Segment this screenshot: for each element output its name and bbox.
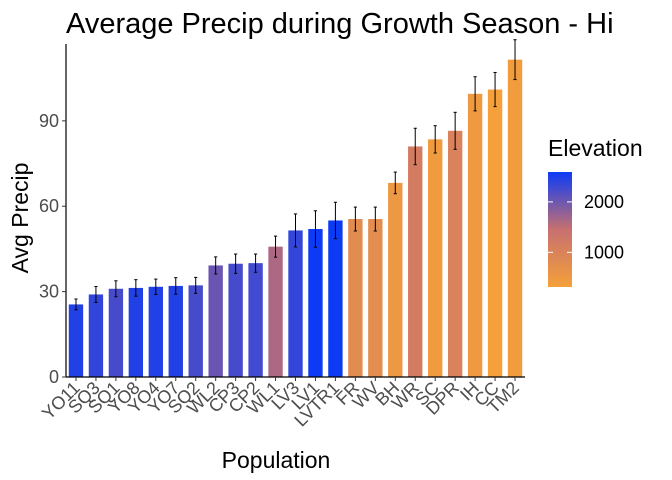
error-bar-wr	[413, 127, 417, 166]
error-bar-lv1	[313, 210, 318, 248]
error-bar-tm2_ih	[473, 76, 477, 112]
bar-wl1	[268, 246, 283, 377]
error-bar-dpr	[453, 111, 457, 150]
error-bar-yo8	[134, 279, 138, 297]
error-bar-cc	[493, 71, 497, 108]
y-tick-label: 30	[39, 282, 59, 302]
y-tick-label: 0	[49, 367, 59, 387]
bar-lv1	[308, 229, 323, 377]
x-axis-title: Population	[222, 447, 331, 473]
error-bar-cp3	[234, 253, 238, 274]
bar-yo11	[68, 304, 84, 377]
bar-lvtr1	[328, 220, 343, 377]
error-bars-group	[74, 39, 517, 311]
bar-cp3	[228, 263, 243, 377]
bar-wv	[368, 219, 383, 377]
error-bar-sq1	[114, 280, 118, 298]
bar-yo8	[128, 287, 144, 377]
error-bar-yo7	[174, 277, 178, 295]
bar-sq1	[108, 288, 124, 377]
error-bar-yo11	[74, 298, 78, 311]
error-bar-lv3	[293, 213, 298, 248]
legend-label: 1000	[584, 242, 624, 262]
error-bar-fr	[353, 206, 357, 232]
legend-title: Elevation	[548, 135, 643, 161]
bar-wr	[408, 146, 423, 377]
error-bar-bh	[393, 171, 397, 195]
bar-dpr	[447, 130, 463, 377]
bar-cp2	[248, 263, 263, 377]
legend-colorbar	[548, 172, 572, 287]
legend: Elevation 2000 1000	[548, 135, 643, 287]
x-axis: YO11SQ3SQ1YO8YO4YO7SQ2WL2CP3CP2WL1LV3LV1…	[38, 376, 525, 430]
y-tick-label: 90	[39, 111, 59, 131]
y-axis: 0 30 60 90	[39, 44, 67, 387]
error-bar-lvtr1	[333, 201, 338, 240]
bar-tm2_ih	[467, 93, 483, 377]
bar-wl2	[208, 265, 223, 377]
bar-fr	[348, 219, 363, 377]
bar-bh	[388, 182, 403, 377]
error-bar-sq3	[94, 285, 98, 303]
legend-label: 2000	[584, 192, 624, 212]
error-bar-wl2	[214, 256, 218, 275]
bar-sq2	[188, 285, 203, 377]
bar-yo4	[148, 286, 163, 377]
bar-sq3	[88, 294, 104, 377]
error-bar-sc	[433, 125, 437, 154]
chart-title: Average Precip during Growth Season - Hi	[66, 8, 614, 40]
bar-cc	[487, 89, 503, 377]
bar-lv3	[288, 230, 303, 377]
error-bar-wl1	[273, 235, 278, 258]
error-bar-cp2	[253, 253, 258, 273]
bar-tm2	[507, 59, 523, 378]
error-bar-tm2	[513, 39, 517, 81]
error-bar-wv	[373, 206, 377, 232]
error-bar-sq2	[194, 276, 198, 294]
bar-sc	[428, 139, 443, 377]
y-axis-title: Avg Precip	[7, 163, 33, 274]
bar-yo7	[168, 285, 183, 377]
bars-group	[68, 59, 523, 378]
error-bar-yo4	[154, 278, 158, 295]
y-tick-label: 60	[39, 196, 59, 216]
